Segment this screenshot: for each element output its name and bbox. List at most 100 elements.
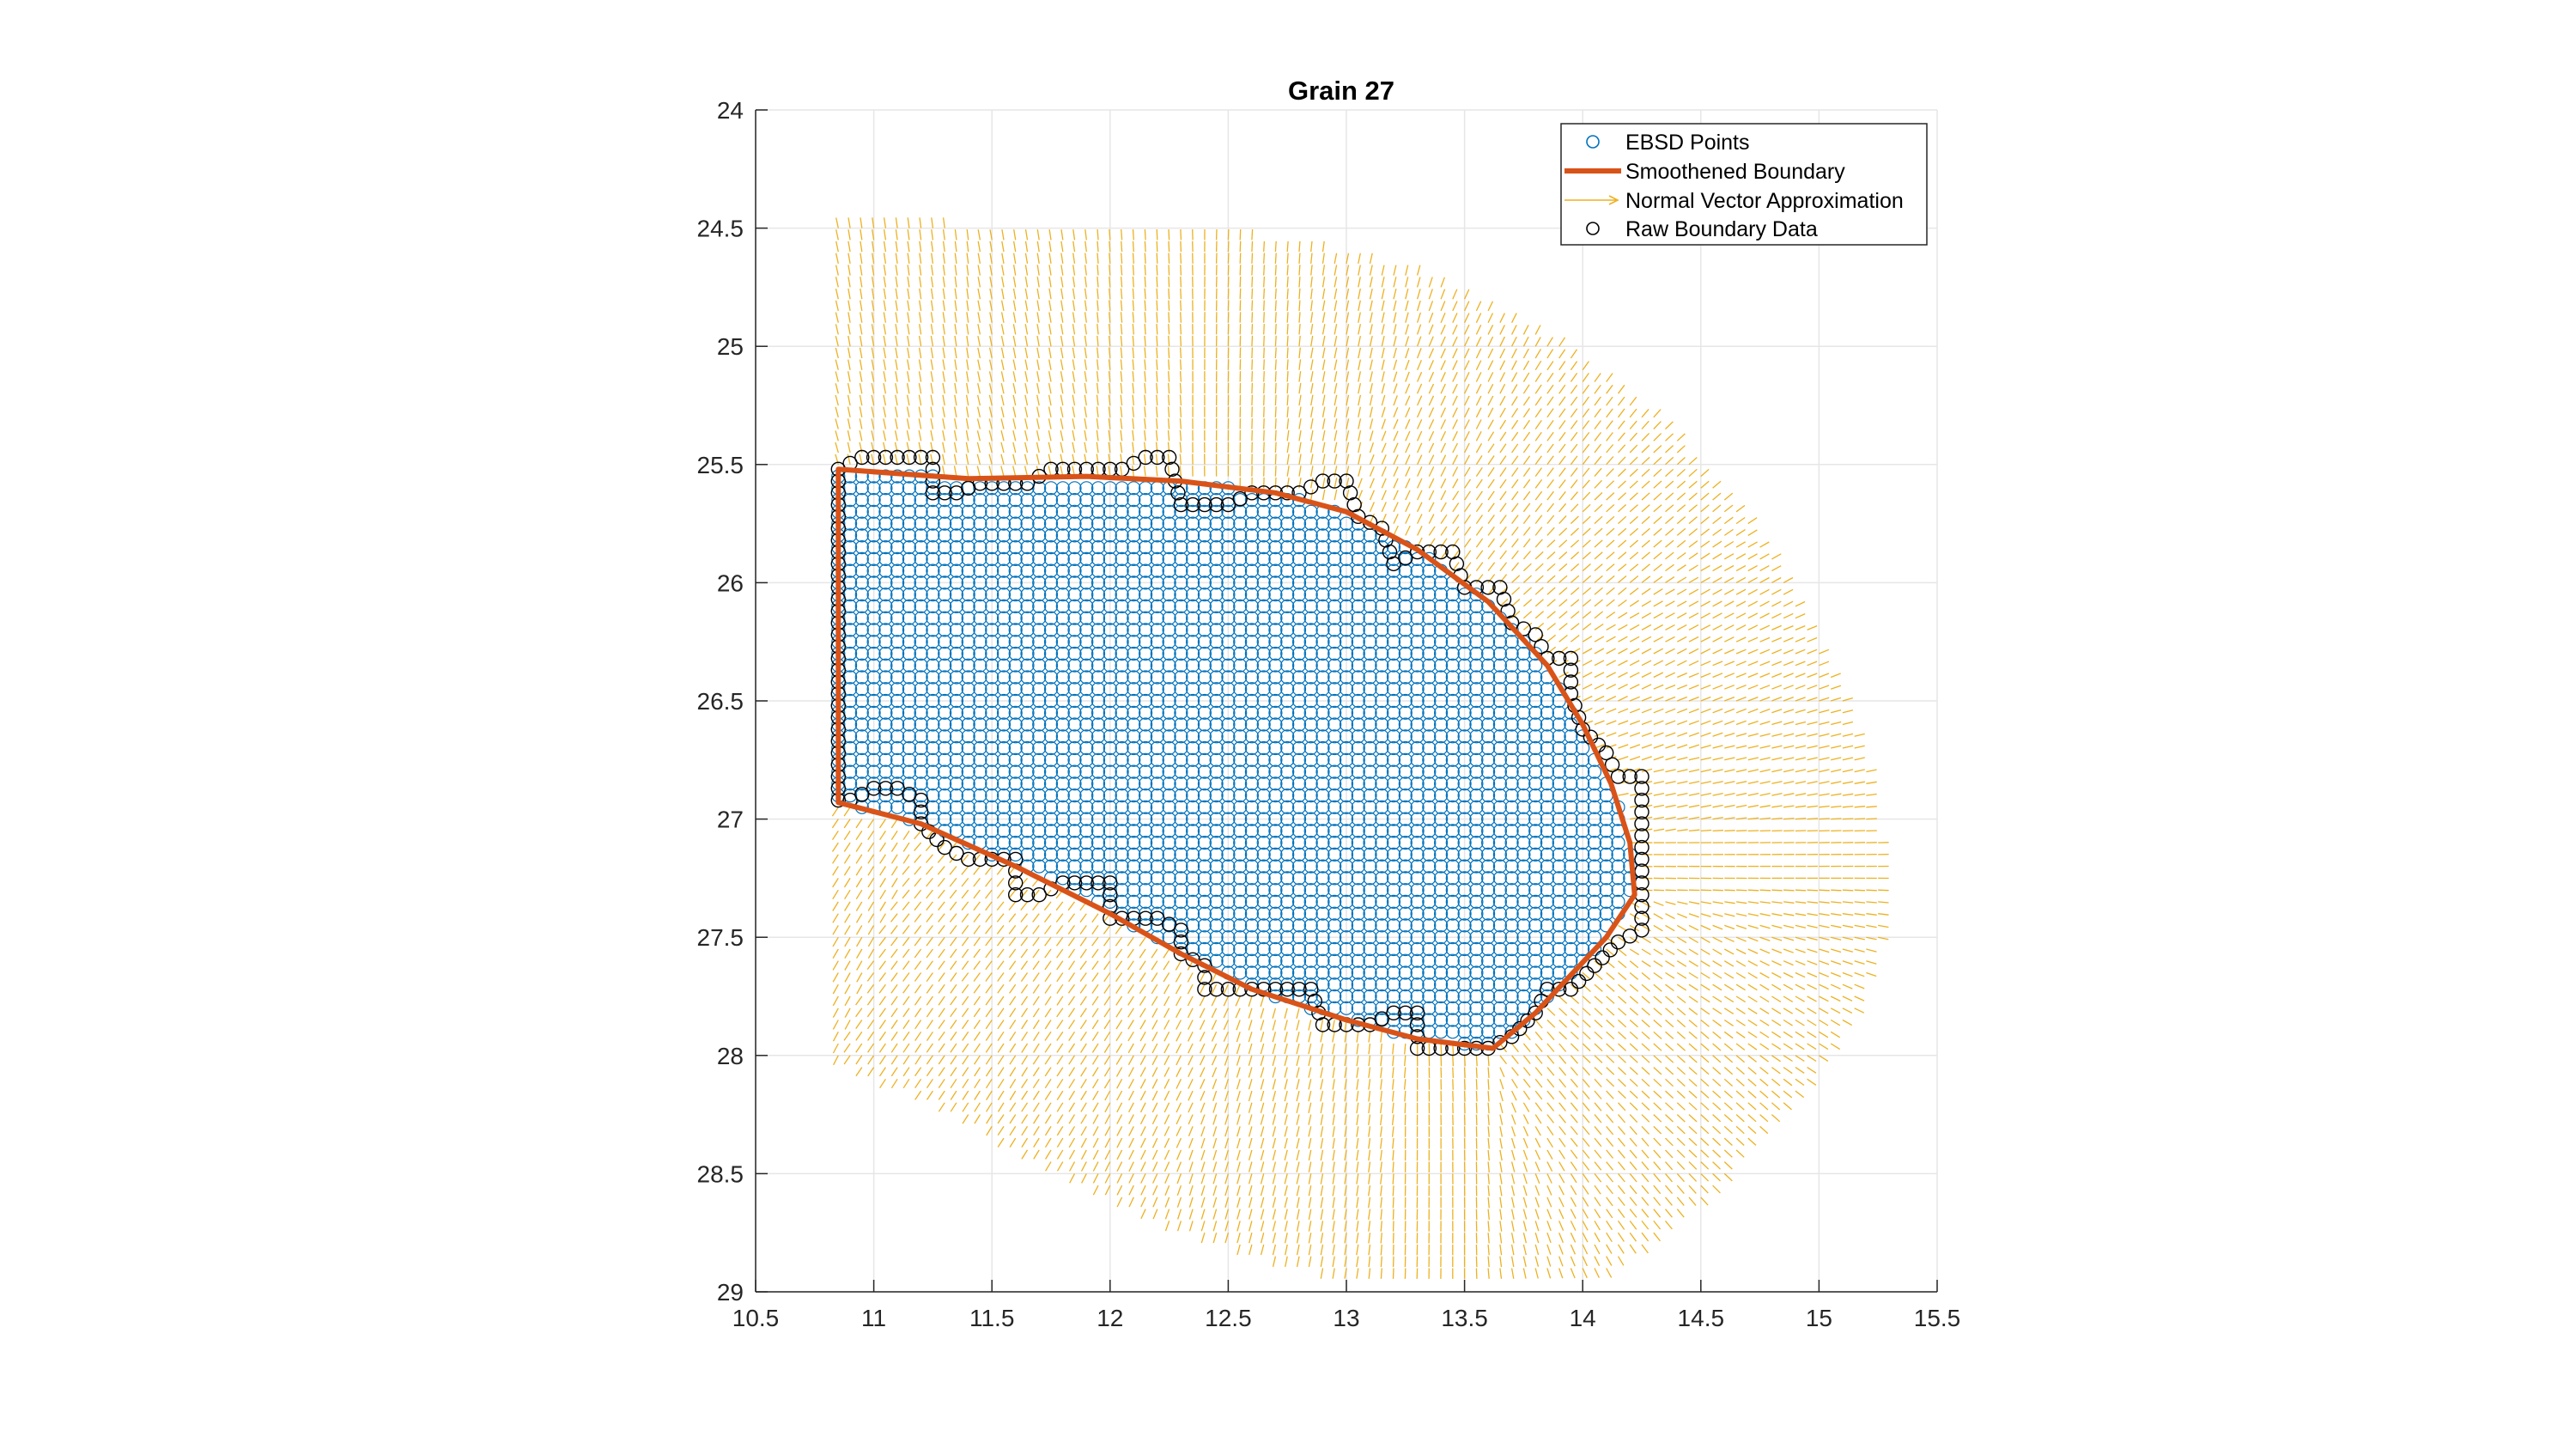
normal-vector (1405, 466, 1411, 477)
normal-vector (1024, 454, 1029, 465)
normal-vector (1009, 1008, 1017, 1018)
normal-vector (1582, 1173, 1589, 1183)
normal-vector (1056, 1090, 1064, 1100)
normal-vector (1570, 491, 1578, 501)
normal-vector (1629, 1244, 1637, 1254)
normal-vector (986, 1102, 993, 1112)
normal-vector (1368, 1126, 1371, 1137)
normal-vector (1392, 1173, 1394, 1184)
normal-vector (1310, 288, 1313, 300)
normal-vector (1164, 1184, 1170, 1196)
normal-vector (1298, 253, 1301, 264)
normal-vector (1239, 228, 1242, 240)
normal-vector (1167, 418, 1170, 429)
normal-vector (1012, 466, 1017, 477)
normal-vector (930, 300, 934, 311)
normal-vector (1558, 1161, 1565, 1172)
normal-vector (1358, 454, 1362, 465)
normal-vector (1487, 407, 1494, 418)
normal-vector (997, 1043, 1005, 1053)
normal-vector (1558, 1149, 1565, 1160)
normal-vector (1056, 1137, 1064, 1148)
normal-vector (962, 1102, 969, 1112)
normal-vector (1368, 1055, 1371, 1067)
normal-vector (1676, 924, 1687, 932)
normal-vector (1606, 1043, 1615, 1051)
normal-vector (1056, 1126, 1064, 1136)
normal-vector (1285, 1244, 1288, 1256)
normal-vector (1308, 1043, 1312, 1055)
normal-vector (860, 217, 863, 228)
normal-vector (1139, 1114, 1146, 1124)
normal-vector (966, 288, 969, 300)
normal-vector (867, 925, 875, 935)
normal-vector (1452, 372, 1458, 382)
normal-vector (966, 347, 969, 359)
normal-vector (1653, 924, 1663, 932)
normal-vector (1665, 588, 1675, 595)
normal-vector (1033, 1126, 1040, 1136)
normal-vector (1629, 1149, 1637, 1159)
normal-vector (1641, 1043, 1650, 1051)
normal-vector (961, 983, 969, 994)
normal-vector (1358, 347, 1362, 359)
normal-vector (1321, 478, 1326, 489)
normal-vector (1641, 575, 1651, 583)
normal-vector (988, 383, 993, 394)
normal-vector (1558, 1196, 1564, 1208)
normal-vector (1665, 468, 1674, 478)
normal-vector (1629, 720, 1641, 726)
normal-vector (902, 1055, 910, 1065)
normal-vector (859, 406, 863, 417)
normal-vector (1091, 936, 1099, 947)
normal-vector (965, 418, 969, 429)
normal-vector (1499, 1043, 1508, 1053)
normal-vector (1308, 1055, 1312, 1067)
normal-vector (1199, 995, 1206, 1007)
normal-vector (902, 889, 910, 899)
normal-vector (1044, 925, 1052, 935)
normal-vector (1546, 514, 1555, 525)
normal-vector (1452, 407, 1458, 418)
normal-vector (1036, 441, 1040, 454)
normal-vector (1534, 623, 1545, 630)
normal-vector (973, 889, 981, 899)
normal-vector (1629, 756, 1641, 761)
normal-vector (1140, 1184, 1146, 1196)
normal-vector (1582, 1232, 1589, 1243)
normal-vector (1417, 407, 1423, 418)
normal-vector (1570, 1020, 1579, 1028)
normal-vector (1795, 889, 1807, 892)
normal-vector (1511, 1067, 1519, 1076)
normal-vector (1499, 574, 1508, 583)
normal-vector (1272, 1209, 1277, 1220)
normal-vector (1163, 1102, 1170, 1113)
normal-vector (1440, 348, 1446, 359)
normal-vector (1296, 1161, 1300, 1172)
normal-vector (1475, 574, 1484, 583)
normal-vector (942, 277, 945, 288)
normal-vector (1272, 1244, 1277, 1256)
normal-vector (1546, 490, 1554, 501)
normal-vector (878, 1008, 886, 1018)
normal-vector (1248, 1114, 1253, 1125)
normal-vector (1594, 563, 1603, 572)
normal-vector (1263, 240, 1266, 253)
normal-vector (1606, 1149, 1614, 1159)
normal-vector (907, 229, 910, 240)
normal-vector (1606, 1256, 1613, 1266)
normal-vector (1499, 443, 1507, 454)
normal-vector (835, 394, 839, 406)
normal-vector (954, 288, 957, 300)
normal-vector (1522, 587, 1533, 595)
normal-vector (855, 866, 863, 876)
normal-vector (1417, 442, 1423, 454)
normal-vector (1032, 1067, 1040, 1077)
normal-vector (1009, 1067, 1017, 1077)
normal-vector (1175, 972, 1182, 983)
normal-vector (919, 288, 922, 300)
normal-vector (1558, 1244, 1564, 1255)
normal-vector (1522, 478, 1531, 489)
normal-vector (1200, 1161, 1206, 1172)
normal-vector (1092, 1173, 1099, 1184)
